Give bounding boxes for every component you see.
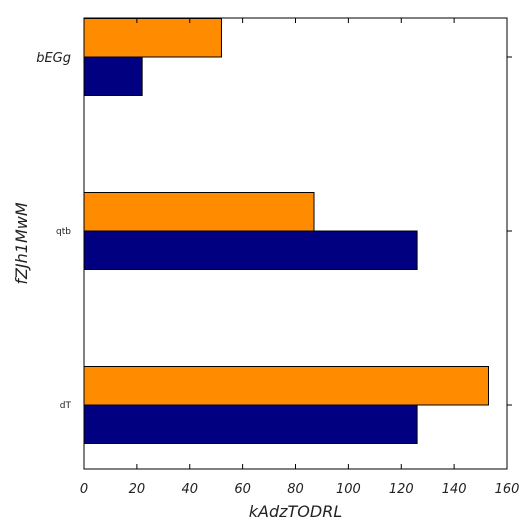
y-category-label: qtb xyxy=(56,227,71,237)
x-tick-label: 0 xyxy=(80,482,88,497)
y-axis-title: fZJh1MwM xyxy=(12,202,31,285)
x-axis-ticks: 0 20 40 60 80 100 120 140 160 xyxy=(80,18,520,497)
bar-series0-bEGg xyxy=(83,56,143,96)
y-category-label: bEGg xyxy=(36,51,71,66)
x-tick-label: 160 xyxy=(495,482,520,497)
y-category-label: dT xyxy=(60,401,72,411)
bar-series0-qtb xyxy=(83,230,418,270)
x-tick-label: 20 xyxy=(129,482,146,497)
bar-series1-qtb xyxy=(83,192,315,232)
x-tick-label: 140 xyxy=(442,482,467,497)
x-tick-label: 120 xyxy=(389,482,414,497)
x-tick-label: 60 xyxy=(234,482,251,497)
bars-layer xyxy=(83,18,489,444)
x-axis-title: kAdzTODRL xyxy=(249,502,342,521)
y-axis-ticks: dT qtb bEGg xyxy=(36,51,512,411)
bar-series1-bEGg xyxy=(83,18,222,58)
bar-series0-dT xyxy=(83,404,418,444)
x-tick-label: 80 xyxy=(287,482,304,497)
x-tick-label: 100 xyxy=(336,482,361,497)
x-tick-label: 40 xyxy=(181,482,198,497)
bar-series1-dT xyxy=(83,366,489,406)
